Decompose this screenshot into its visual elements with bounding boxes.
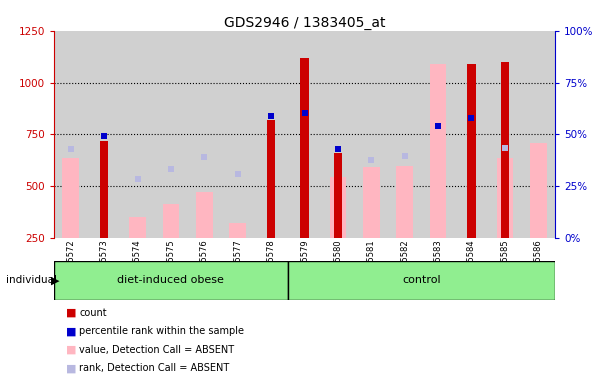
Bar xyxy=(267,120,275,238)
Bar xyxy=(100,141,108,238)
Bar xyxy=(530,143,547,238)
Bar xyxy=(334,153,342,238)
Bar xyxy=(467,64,476,238)
Bar xyxy=(163,204,179,238)
Bar xyxy=(121,31,154,238)
Text: ■: ■ xyxy=(66,363,77,373)
Text: diet-induced obese: diet-induced obese xyxy=(118,275,224,285)
Text: count: count xyxy=(79,308,107,318)
Text: ▶: ▶ xyxy=(51,275,59,285)
Bar xyxy=(501,62,509,238)
Bar xyxy=(388,31,421,238)
Text: percentile rank within the sample: percentile rank within the sample xyxy=(79,326,244,336)
Bar xyxy=(321,31,355,238)
Bar xyxy=(521,31,555,238)
Bar xyxy=(188,31,221,238)
Bar xyxy=(421,31,455,238)
Bar xyxy=(229,223,246,238)
Bar xyxy=(54,261,288,300)
Bar xyxy=(154,31,188,238)
Bar xyxy=(54,31,88,238)
Text: individual: individual xyxy=(6,275,57,285)
Bar xyxy=(488,31,521,238)
Text: ■: ■ xyxy=(66,345,77,355)
Bar xyxy=(62,158,79,238)
Bar xyxy=(196,192,212,238)
Title: GDS2946 / 1383405_at: GDS2946 / 1383405_at xyxy=(224,16,385,30)
Text: control: control xyxy=(402,275,441,285)
Bar xyxy=(430,64,446,238)
Bar xyxy=(301,58,308,238)
Bar xyxy=(355,31,388,238)
Bar xyxy=(254,31,288,238)
Bar xyxy=(288,31,321,238)
Bar xyxy=(329,177,346,238)
Text: rank, Detection Call = ABSENT: rank, Detection Call = ABSENT xyxy=(79,363,229,373)
Bar xyxy=(455,31,488,238)
Bar xyxy=(88,31,121,238)
Bar xyxy=(363,167,380,238)
Text: ■: ■ xyxy=(66,326,77,336)
Text: value, Detection Call = ABSENT: value, Detection Call = ABSENT xyxy=(79,345,235,355)
Bar xyxy=(129,217,146,238)
Bar xyxy=(397,166,413,238)
Bar xyxy=(497,158,513,238)
Text: ■: ■ xyxy=(66,308,77,318)
Bar xyxy=(288,261,555,300)
Bar xyxy=(221,31,254,238)
